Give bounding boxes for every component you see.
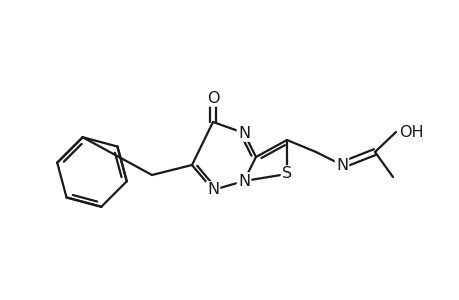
Text: N: N [335, 158, 347, 172]
Text: OH: OH [398, 124, 423, 140]
Text: N: N [237, 125, 250, 140]
Text: N: N [207, 182, 218, 197]
Text: O: O [206, 91, 219, 106]
Text: N: N [237, 173, 250, 188]
Text: S: S [281, 167, 291, 182]
